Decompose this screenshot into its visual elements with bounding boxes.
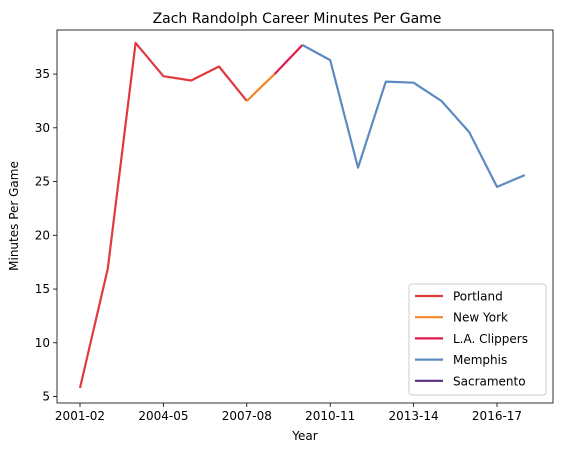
y-tick-label: 10 <box>35 336 50 350</box>
series-line-new-york <box>246 73 276 102</box>
chart-title: Zach Randolph Career Minutes Per Game <box>153 11 442 27</box>
legend-label: L.A. Clippers <box>453 332 528 346</box>
legend-label: Memphis <box>453 353 507 367</box>
x-tick-label: 2013-14 <box>389 409 439 423</box>
y-tick-label: 30 <box>35 121 50 135</box>
x-tick-label: 2010-11 <box>305 409 355 423</box>
legend-label: Portland <box>453 290 503 304</box>
y-tick-label: 5 <box>42 390 50 404</box>
series-line-l-a-clippers <box>273 44 304 75</box>
x-tick-label: 2004-05 <box>138 409 188 423</box>
legend: Portland New York L.A. Clippers Memphis Sacr… <box>408 283 547 396</box>
x-tick-label: 2001-02 <box>55 409 105 423</box>
legend-label: New York <box>453 311 508 325</box>
series-line-memphis <box>301 44 526 188</box>
legend-label: Sacramento <box>453 374 526 388</box>
legend-box <box>408 283 547 396</box>
y-tick-label: 20 <box>35 228 50 242</box>
x-axis-label: Year <box>291 429 317 443</box>
series-line-portland <box>78 41 248 389</box>
y-tick-label: 15 <box>35 282 50 296</box>
x-tick-label: 2016-17 <box>472 409 522 423</box>
y-tick-label: 25 <box>35 175 50 189</box>
y-tick-label: 35 <box>35 67 50 81</box>
y-axis-label: Minutes Per Game <box>7 161 21 271</box>
x-tick-label: 2007-08 <box>222 409 272 423</box>
plot-frame <box>56 29 554 404</box>
